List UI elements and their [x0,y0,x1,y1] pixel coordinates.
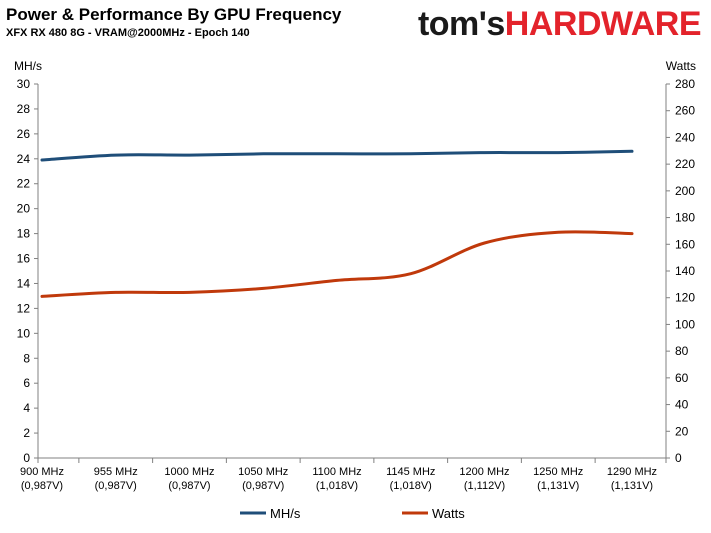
left-y-tick-label: 18 [17,227,31,241]
right-y-tick-label: 80 [675,344,689,358]
chart-legend: MH/s Watts [240,506,465,521]
chart-subtitle: XFX RX 480 8G - VRAM@2000MHz - Epoch 140 [6,27,250,39]
right-y-tick-label: 20 [675,424,689,438]
x-tick-label-voltage: (0,987V) [95,480,137,492]
x-tick-label-voltage: (1,131V) [611,480,653,492]
x-tick-label-voltage: (0,987V) [168,480,210,492]
left-y-tick-label: 30 [17,77,31,91]
left-y-tick-label: 12 [17,301,31,315]
left-y-tick-label: 14 [17,276,31,290]
x-tick-label: 1050 MHz [238,466,288,478]
left-y-tick-label: 4 [23,401,30,415]
chart-title: Power & Performance By GPU Frequency [6,5,342,24]
left-y-tick-label: 26 [17,127,31,141]
brand-logo: tom'sHARDWARE [417,4,702,44]
right-y-tick-label: 40 [675,398,689,412]
series-line-watts [40,230,634,298]
x-tick-label: 1200 MHz [459,466,509,478]
x-tick-label: 955 MHz [94,466,138,478]
logo-part-toms: tom's [417,5,505,43]
right-y-axis-label: Watts [666,59,696,73]
left-y-tick-label: 0 [23,451,30,465]
x-tick-label-voltage: (0,987V) [21,480,63,492]
left-y-tick-label: 8 [23,351,30,365]
right-y-tick-label: 280 [675,77,695,91]
right-y-tick-label: 180 [675,211,695,225]
x-tick-label: 1145 MHz [386,466,435,478]
logo-part-hardware: HARDWARE [504,5,702,43]
legend-label-mh-s: MH/s [270,506,301,521]
right-y-tick-label: 100 [675,317,695,331]
x-tick-label-voltage: (0,987V) [242,480,284,492]
x-tick-label: 1250 MHz [533,466,583,478]
x-tick-label-voltage: (1,112V) [464,480,505,492]
x-tick-label-voltage: (1,131V) [537,480,579,492]
series-line-mh-s [40,149,634,162]
left-y-tick-label: 2 [23,426,30,440]
left-y-axis-label: MH/s [14,59,42,73]
chart-axes: 0246810121416182022242628300204060801001… [14,59,696,492]
x-tick-label: 1290 MHz [607,466,657,478]
left-y-tick-label: 10 [17,326,31,340]
right-y-tick-label: 240 [675,130,695,144]
right-y-tick-label: 220 [675,157,695,171]
right-y-tick-label: 260 [675,104,695,118]
right-y-tick-label: 160 [675,237,695,251]
right-y-tick-label: 120 [675,291,695,305]
x-tick-label-voltage: (1,018V) [390,480,432,492]
x-tick-label: 1000 MHz [164,466,214,478]
right-y-tick-label: 0 [675,451,682,465]
left-y-tick-label: 28 [17,102,31,116]
legend-label-watts: Watts [432,506,465,521]
right-y-tick-label: 200 [675,184,695,198]
right-y-tick-label: 60 [675,371,689,385]
left-y-tick-label: 20 [17,202,31,216]
right-y-tick-label: 140 [675,264,695,278]
left-y-tick-label: 24 [17,152,31,166]
x-tick-label: 1100 MHz [312,466,361,478]
left-y-tick-label: 22 [17,177,31,191]
left-y-tick-label: 6 [23,376,30,390]
x-tick-label: 900 MHz [20,466,64,478]
x-tick-label-voltage: (1,018V) [316,480,358,492]
chart-lines [40,149,634,298]
left-y-tick-label: 16 [17,252,31,266]
